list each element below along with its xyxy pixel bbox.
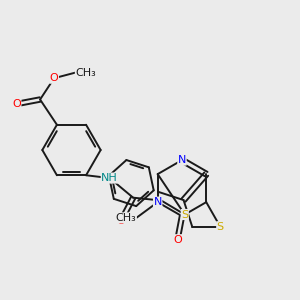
Text: O: O (116, 216, 125, 226)
Text: NH: NH (101, 173, 118, 183)
Text: CH₃: CH₃ (75, 68, 96, 78)
Text: O: O (173, 235, 182, 245)
Text: CH₃: CH₃ (116, 213, 136, 223)
Text: N: N (178, 155, 186, 165)
Text: S: S (217, 222, 224, 232)
Text: N: N (154, 197, 162, 207)
Text: O: O (50, 73, 58, 83)
Text: S: S (181, 209, 188, 220)
Text: O: O (12, 99, 21, 109)
